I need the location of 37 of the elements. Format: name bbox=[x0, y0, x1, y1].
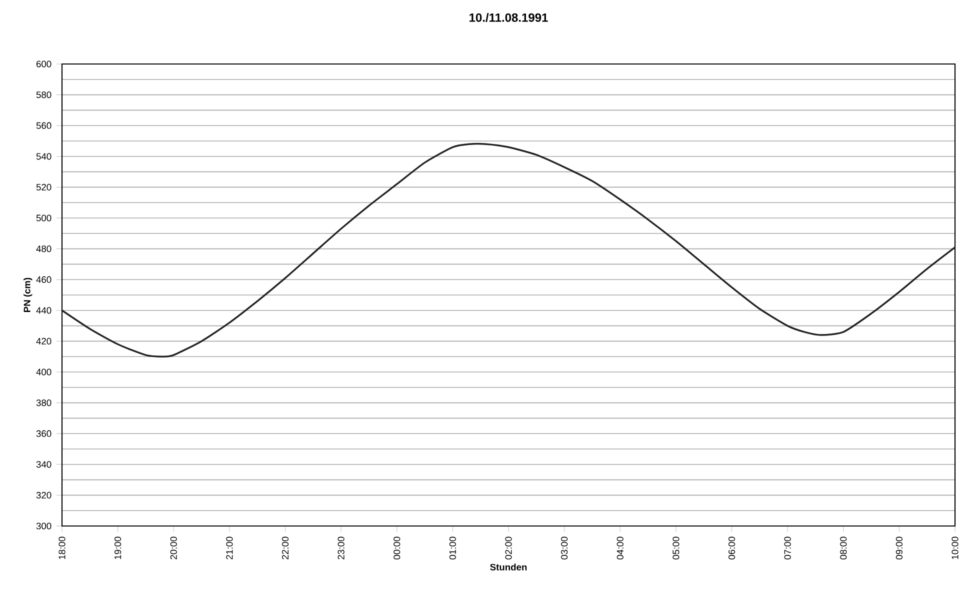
y-tick-label: 400 bbox=[36, 368, 52, 376]
x-tick-label: 09:00 bbox=[896, 536, 902, 560]
y-tick-label: 300 bbox=[36, 522, 52, 530]
line-series bbox=[61, 143, 956, 358]
y-tick-label: 460 bbox=[36, 276, 52, 283]
x-tick-label: 04:00 bbox=[616, 536, 624, 560]
y-tick-label: 500 bbox=[36, 214, 52, 222]
x-tick-label: 06:00 bbox=[728, 536, 736, 560]
y-tick-label: 440 bbox=[36, 307, 52, 314]
y-tick-label: 540 bbox=[36, 153, 52, 160]
x-tick-label: 05:00 bbox=[672, 536, 680, 560]
x-tick-label: 18:00 bbox=[58, 536, 66, 560]
x-tick-label: 23:00 bbox=[338, 536, 344, 560]
y-tick-label: 520 bbox=[36, 184, 52, 190]
x-tick-label: 07:00 bbox=[784, 536, 791, 560]
x-tick-label: 00:00 bbox=[394, 536, 400, 560]
y-axis-title: PN (cm) bbox=[24, 278, 32, 312]
y-tick-label: 320 bbox=[36, 492, 52, 498]
x-axis-title: Stunden bbox=[490, 564, 527, 570]
x-tick-label: 10:00 bbox=[952, 536, 958, 560]
y-tick-label: 360 bbox=[36, 430, 52, 437]
x-tick-label: 22:00 bbox=[282, 536, 289, 560]
x-tick-label: 08:00 bbox=[840, 536, 847, 560]
x-tick-label: 21:00 bbox=[226, 536, 233, 560]
chart-title: 10./11.08.1991 bbox=[470, 13, 548, 22]
x-tick-label: 20:00 bbox=[170, 536, 177, 560]
x-tick-label: 03:00 bbox=[561, 536, 568, 560]
y-tick-label: 580 bbox=[36, 92, 52, 98]
y-tick-label: 420 bbox=[36, 338, 52, 344]
x-tick-label: 19:00 bbox=[114, 536, 122, 560]
x-tick-label: 02:00 bbox=[505, 536, 512, 560]
y-tick-label: 480 bbox=[36, 246, 52, 252]
x-tick-label: 01:00 bbox=[449, 536, 456, 560]
y-tick-label: 380 bbox=[36, 400, 52, 406]
y-tick-label: 340 bbox=[36, 461, 52, 468]
y-tick-label: 560 bbox=[36, 122, 52, 129]
y-tick-label: 600 bbox=[36, 60, 52, 68]
